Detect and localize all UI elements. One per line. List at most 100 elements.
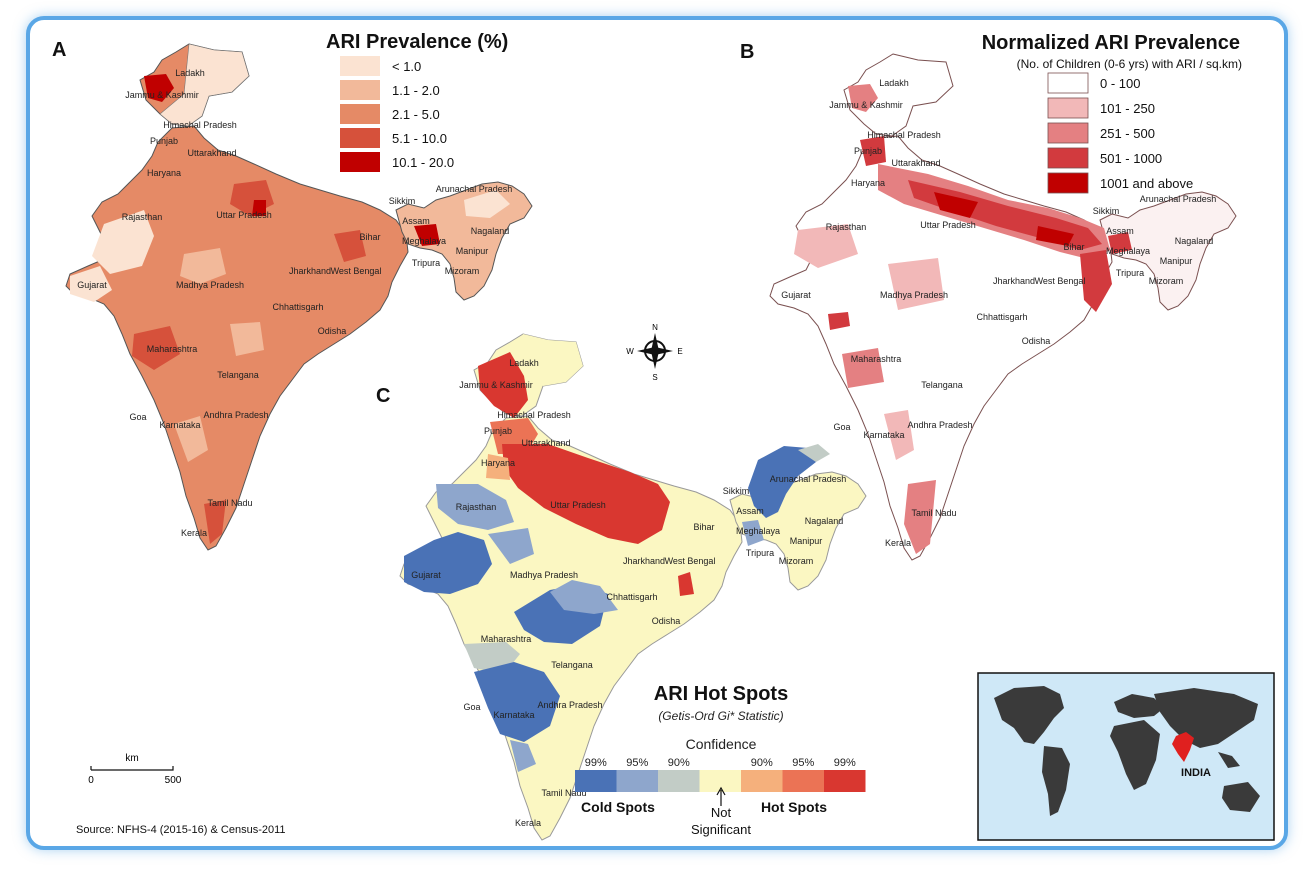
state-label: Himachal Pradesh bbox=[163, 120, 237, 130]
state-label: Karnataka bbox=[863, 430, 904, 440]
panel-c-legend-title: ARI Hot Spots bbox=[654, 683, 788, 705]
legend-swatch bbox=[1047, 147, 1089, 169]
state-label: Telangana bbox=[551, 660, 593, 670]
state-label: Uttarakhand bbox=[891, 158, 940, 168]
state-label: West Bengal bbox=[665, 556, 716, 566]
state-label: Uttar Pradesh bbox=[920, 220, 976, 230]
legend-swatch bbox=[340, 56, 380, 76]
patch-b-mumbai bbox=[842, 348, 884, 388]
legend-label: 2.1 - 5.0 bbox=[392, 107, 440, 122]
compass-w: W bbox=[626, 347, 634, 356]
cold-spots-label: Cold Spots bbox=[581, 799, 655, 815]
state-label: Gujarat bbox=[781, 290, 811, 300]
state-label: Tripura bbox=[746, 548, 774, 558]
legend-label: 1.1 - 2.0 bbox=[392, 83, 440, 98]
inset-world-map: INDIA bbox=[977, 672, 1275, 841]
state-label: Haryana bbox=[481, 458, 515, 468]
patch-c-mizoram bbox=[742, 520, 764, 546]
panel-b-legend-title: Normalized ARI Prevalence bbox=[982, 32, 1240, 54]
legend-swatch bbox=[1047, 97, 1089, 119]
state-label: Jammu & Kashmir bbox=[125, 90, 199, 100]
legend-bin bbox=[699, 770, 741, 792]
legend-label: 5.1 - 10.0 bbox=[392, 131, 447, 146]
state-label: Andhra Pradesh bbox=[537, 700, 602, 710]
inset-india-label: INDIA bbox=[1181, 767, 1211, 779]
state-label: Uttar Pradesh bbox=[550, 500, 606, 510]
state-label: Arunachal Pradesh bbox=[770, 474, 847, 484]
patch-b-gujarat-spot bbox=[828, 312, 850, 330]
patch-maharashtra bbox=[132, 326, 180, 370]
state-label: Manipur bbox=[790, 536, 823, 546]
inset-india-highlight bbox=[1172, 732, 1194, 762]
state-label: Assam bbox=[1106, 226, 1134, 236]
patch-b-jk bbox=[848, 84, 878, 112]
patch-karnataka bbox=[174, 416, 208, 462]
state-label: Haryana bbox=[851, 178, 885, 188]
state-label: Punjab bbox=[150, 136, 178, 146]
state-label: Ladakh bbox=[879, 78, 909, 88]
state-label: Punjab bbox=[484, 426, 512, 436]
state-label: Odisha bbox=[652, 616, 681, 626]
patch-mp bbox=[180, 248, 226, 284]
state-label: Karnataka bbox=[493, 710, 534, 720]
patch-bihar bbox=[334, 230, 366, 262]
patch-b-karnataka bbox=[884, 410, 914, 460]
legend-bin-label: 95% bbox=[792, 757, 814, 769]
state-label: Tripura bbox=[412, 258, 440, 268]
state-label: Gujarat bbox=[411, 570, 441, 580]
legend-label: 251 - 500 bbox=[1100, 126, 1155, 141]
panel-c-map bbox=[399, 333, 867, 841]
legend-bin bbox=[616, 770, 658, 792]
compass-n: N bbox=[652, 323, 658, 332]
legend-bin bbox=[824, 770, 866, 792]
state-label: Meghalaya bbox=[736, 526, 780, 536]
legend-label: 101 - 250 bbox=[1100, 101, 1155, 116]
state-label: Himachal Pradesh bbox=[867, 130, 941, 140]
state-label: Bihar bbox=[359, 232, 380, 242]
patch-c-ne-cold bbox=[748, 446, 816, 518]
panel-c-legend: ARI Hot Spots (Getis-Ord Gi* Statistic) … bbox=[575, 683, 866, 837]
state-label: Madhya Pradesh bbox=[880, 290, 948, 300]
state-label: Jharkhand bbox=[993, 276, 1035, 286]
state-label: Haryana bbox=[147, 168, 181, 178]
state-label: Chhattisgarh bbox=[272, 302, 323, 312]
state-label: Arunachal Pradesh bbox=[1140, 194, 1217, 204]
legend-bin-label: 99% bbox=[834, 757, 856, 769]
legend-swatch bbox=[340, 80, 380, 100]
legend-bin bbox=[658, 770, 700, 792]
state-label: Mizoram bbox=[1149, 276, 1184, 286]
legend-swatch bbox=[340, 104, 380, 124]
state-label: Madhya Pradesh bbox=[176, 280, 244, 290]
legend-bin-label: 90% bbox=[751, 757, 773, 769]
panel-c-legend-bins: 99% 95% 90% 90% 95% 99% bbox=[575, 757, 866, 792]
state-label: Mizoram bbox=[779, 556, 814, 566]
legend-bin bbox=[782, 770, 824, 792]
panel-a-map bbox=[65, 43, 533, 551]
state-label: Rajasthan bbox=[122, 212, 163, 222]
state-label: Uttarakhand bbox=[187, 148, 236, 158]
patch-jk bbox=[144, 74, 174, 102]
state-label: Odisha bbox=[318, 326, 347, 336]
state-label: Telangana bbox=[921, 380, 963, 390]
legend-bin-label: 99% bbox=[585, 757, 607, 769]
not-significant-label-2: Significant bbox=[691, 822, 751, 837]
patch-ladakh bbox=[159, 43, 250, 127]
state-label: Nagaland bbox=[805, 516, 844, 526]
state-label: Goa bbox=[129, 412, 146, 422]
patch-telangana bbox=[230, 322, 264, 356]
patch-c-ladakh bbox=[518, 334, 583, 386]
patch-c-haryana bbox=[486, 454, 510, 480]
panel-a-legend: ARI Prevalence (%) < 1.0 1.1 - 2.0 2.1 - 5… bbox=[326, 31, 508, 172]
state-label: Tamil Nadu bbox=[541, 788, 586, 798]
state-label: Goa bbox=[463, 702, 480, 712]
legend-bin-label: 90% bbox=[668, 757, 690, 769]
patch-b-raj bbox=[794, 224, 858, 268]
patch-b-punjab bbox=[860, 136, 886, 166]
state-label: Sikkim bbox=[1093, 206, 1120, 216]
state-label: Mizoram bbox=[445, 266, 480, 276]
patch-c-arunachal-n bbox=[798, 444, 830, 462]
state-label: Kerala bbox=[515, 818, 541, 828]
state-label: Tamil Nadu bbox=[911, 508, 956, 518]
state-label: Manipur bbox=[456, 246, 489, 256]
panel-a-legend-items: < 1.0 1.1 - 2.0 2.1 - 5.0 5.1 - 10.0 10.1 - … bbox=[340, 56, 454, 172]
